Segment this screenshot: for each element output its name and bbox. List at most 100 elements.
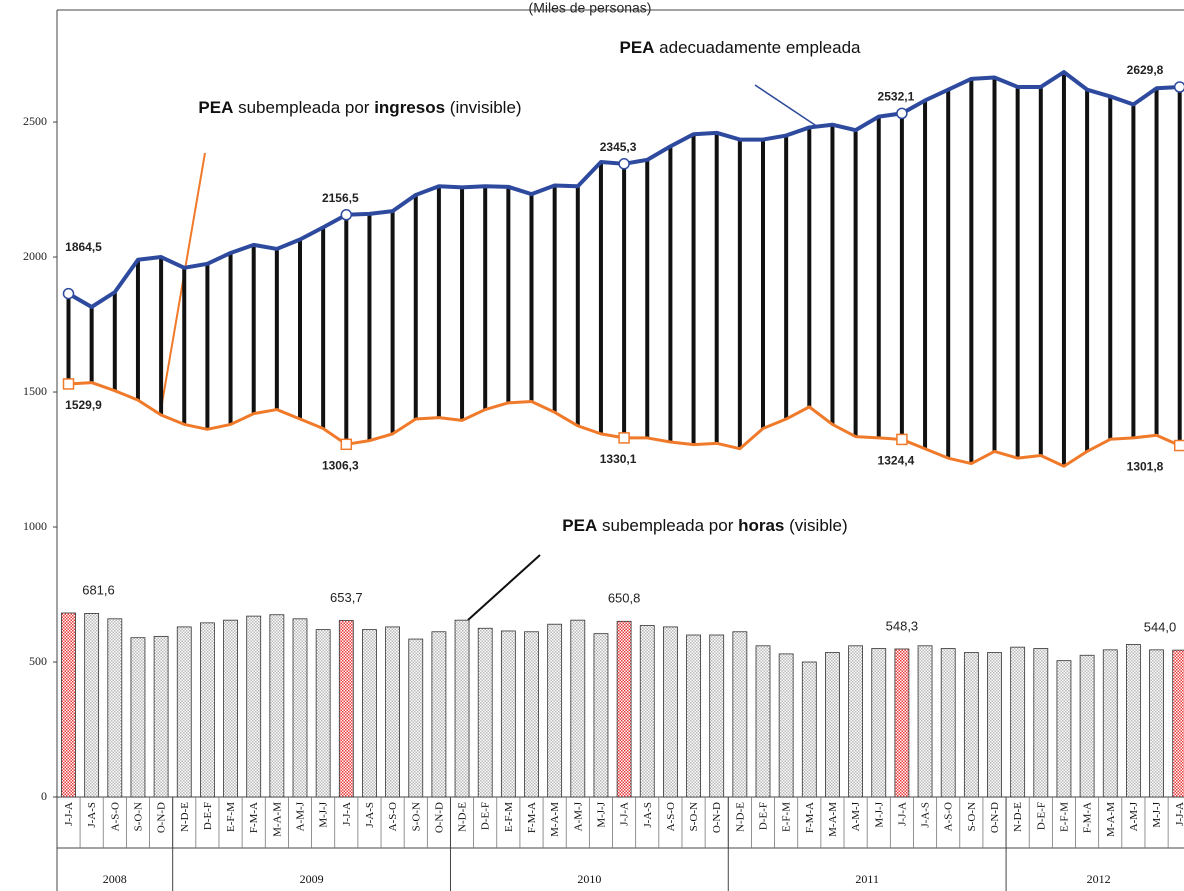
x-tick-label: N-D-E [179, 802, 191, 832]
leader-line [754, 84, 819, 128]
x-tick-label: J-J-A [63, 802, 75, 826]
marker [340, 209, 353, 221]
series-label-part: subempleada por [233, 98, 374, 117]
marker [896, 433, 908, 446]
y-tick-label: 1000 [23, 519, 47, 533]
series-label-part: subempleada por [597, 516, 738, 535]
marker [62, 287, 75, 300]
x-tick-label: O-N-D [156, 802, 168, 833]
series-label: PEA adecuadamente empleada [619, 38, 861, 57]
marker [618, 158, 630, 170]
x-tick-label: M-J-J [318, 801, 330, 827]
x-tick-label: E-F-M [781, 802, 793, 832]
x-tick-label: A-S-O [387, 802, 399, 831]
bar [477, 627, 493, 798]
data-label: 1306,3 [322, 458, 359, 472]
group-label: 2011 [855, 872, 879, 886]
bar [1149, 649, 1164, 798]
series-label-part: (invisible) [445, 98, 522, 117]
x-tick-label: E-F-M [225, 802, 237, 832]
chart-title: (Miles de personas) [529, 0, 652, 16]
bar [1172, 649, 1184, 798]
data-label: 1529,9 [65, 398, 102, 412]
bar [292, 618, 308, 798]
data-label: 1301,8 [1127, 460, 1164, 474]
x-tick-label: D-E-F [758, 802, 770, 830]
bar [84, 613, 100, 798]
leader-line [467, 554, 541, 621]
series-label: PEA subempleada por ingresos (invisible) [198, 98, 521, 117]
marker [62, 378, 75, 390]
x-tick-label: F-M-A [804, 802, 816, 833]
bar [917, 645, 933, 798]
bar [199, 622, 215, 798]
bar [269, 614, 285, 798]
marker [896, 107, 908, 120]
bar [1102, 649, 1118, 798]
x-tick-label: J-J-A [619, 802, 631, 826]
bar [755, 645, 771, 798]
x-tick-label: S-O-N [688, 802, 700, 831]
x-tick-label: J-J-A [341, 802, 353, 826]
x-tick-label: A-S-O [109, 802, 121, 831]
bar [524, 631, 539, 798]
bar [848, 645, 863, 798]
x-tick-label: F-M-A [526, 802, 538, 833]
bar [825, 652, 840, 798]
x-tick-label: E-F-M [1058, 802, 1070, 832]
bar [176, 626, 192, 798]
x-tick-label: M-J-J [1151, 801, 1163, 827]
bar [616, 620, 632, 798]
x-tick-label: N-D-E [457, 802, 469, 832]
bar [61, 612, 76, 798]
x-tick-label: J-A-S [920, 802, 932, 828]
data-label: 681,6 [82, 582, 115, 597]
group-label: 2012 [1087, 872, 1111, 886]
bar [1126, 644, 1141, 798]
series-label-part: (visible) [784, 516, 847, 535]
bar [663, 626, 678, 798]
bar [940, 648, 956, 798]
bar [153, 635, 169, 798]
x-tick-label: J-A-S [642, 802, 654, 828]
x-tick-label: A-M-J [850, 801, 862, 831]
x-tick-label: F-M-A [1082, 802, 1094, 833]
bar [246, 615, 262, 798]
bar [547, 623, 563, 798]
x-tick-label: S-O-N [132, 802, 144, 831]
series-label-part: PEA [562, 516, 597, 535]
data-label: 650,8 [608, 591, 641, 606]
data-label: 1864,5 [65, 240, 102, 254]
bar [1010, 646, 1026, 798]
x-tick-label: M-A-M [1105, 802, 1117, 837]
x-tick-label: O-N-D [433, 802, 445, 833]
x-tick-label: O-N-D [711, 802, 723, 833]
data-label: 548,3 [886, 618, 919, 633]
x-tick-label: A-M-J [572, 801, 584, 831]
bar [801, 661, 817, 798]
x-tick-label: A-S-O [943, 802, 955, 831]
y-tick-label: 0 [41, 789, 47, 803]
x-tick-label: A-S-O [665, 802, 677, 831]
group-label: 2010 [577, 872, 601, 886]
bar [1079, 654, 1095, 798]
x-tick-label: S-O-N [966, 802, 978, 831]
y-tick-label: 500 [29, 654, 47, 668]
bar [338, 620, 354, 798]
marker [618, 432, 630, 444]
x-tick-label: M-J-J [873, 801, 885, 827]
bar [431, 631, 447, 798]
data-label: 2629,8 [1127, 63, 1164, 77]
bar [362, 629, 377, 798]
bar [732, 631, 748, 798]
y-tick-label: 2000 [23, 249, 47, 263]
y-tick-label: 2500 [23, 114, 47, 128]
data-label: 2532,1 [878, 90, 915, 104]
bar [871, 648, 887, 798]
bar [1056, 660, 1072, 798]
x-tick-label: J-J-A [1174, 802, 1184, 826]
series-label-part: ingresos [374, 98, 445, 117]
bar [315, 629, 331, 798]
